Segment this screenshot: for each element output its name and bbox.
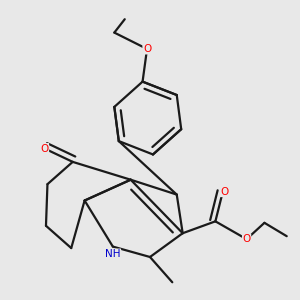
Text: O: O <box>220 187 228 196</box>
Text: O: O <box>143 44 151 54</box>
Text: O: O <box>242 234 251 244</box>
Text: O: O <box>40 143 49 154</box>
Text: NH: NH <box>105 249 121 259</box>
